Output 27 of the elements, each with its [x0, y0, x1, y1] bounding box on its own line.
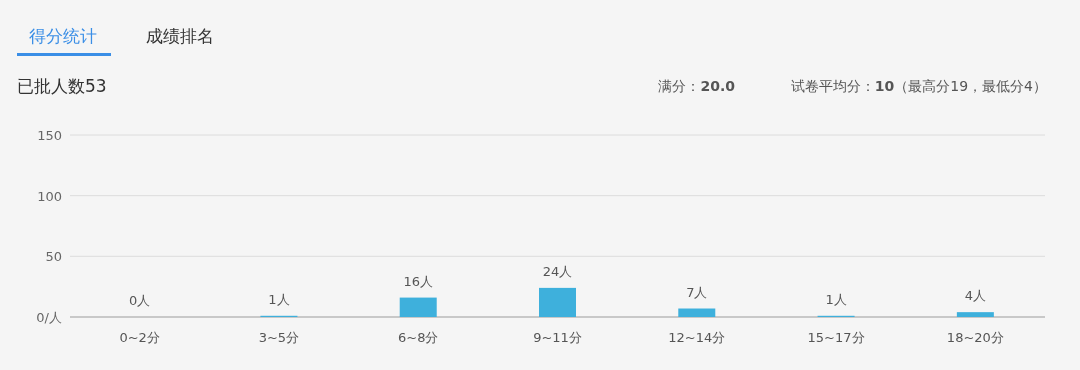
x-tick-label: 12~14分: [668, 330, 726, 345]
y-tick-label: 100: [37, 188, 62, 204]
x-tick-label: 15~17分: [807, 330, 865, 345]
y-tick-label: 150: [37, 128, 62, 143]
y-tick-label: 0/人: [36, 310, 62, 325]
bar: [678, 308, 716, 317]
data-label: 1人: [825, 291, 847, 307]
x-tick-label: 0~2分: [119, 330, 160, 345]
chart-title: 已批人数53: [17, 76, 107, 96]
text: 满分：20.0: [658, 78, 736, 94]
bar: [399, 297, 437, 317]
text: 成绩排名: [146, 26, 214, 46]
data-label: 4人: [964, 288, 986, 304]
x-tick-label: 9~11分: [533, 330, 582, 345]
bar: [539, 287, 576, 317]
text: 试卷平均分：10（最高分19，最低分4）: [790, 78, 1047, 94]
x-tick-label: 18~20分: [946, 330, 1004, 345]
data-label: 16人: [403, 273, 433, 289]
data-label: 1人: [268, 291, 290, 307]
x-tick-label: 6~8分: [398, 330, 439, 345]
x-tick-label: 3~5分: [258, 330, 300, 345]
bar: [956, 312, 994, 317]
text: 得分统计: [29, 26, 97, 46]
data-label: 0人: [129, 293, 151, 308]
data-label: 7人: [686, 284, 708, 300]
data-label: 24人: [542, 263, 573, 279]
y-tick-label: 50: [45, 249, 62, 265]
